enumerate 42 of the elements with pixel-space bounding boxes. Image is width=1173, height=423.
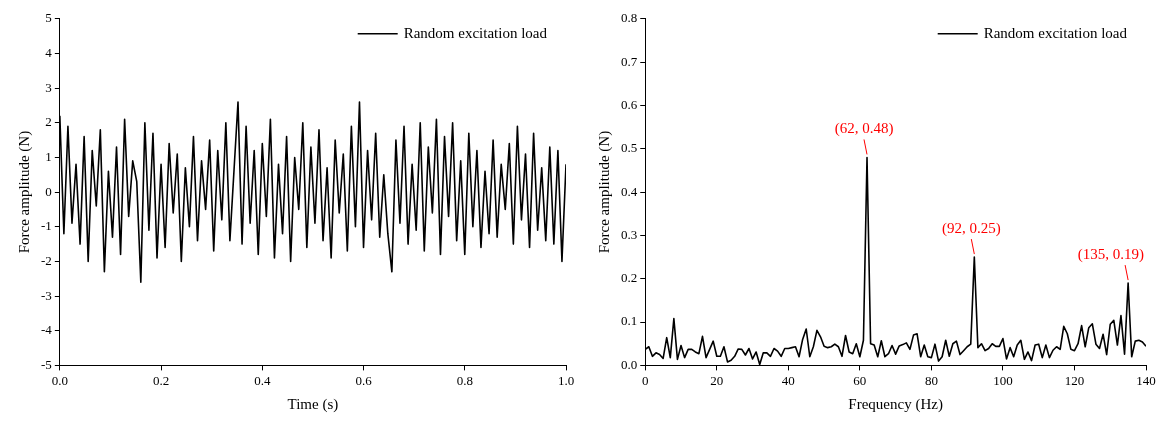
x-tick-label: 0 bbox=[642, 372, 649, 388]
annotation: (135, 0.19) bbox=[1077, 246, 1144, 264]
y-tick-label: 0.1 bbox=[621, 313, 638, 329]
x-tick-label: 100 bbox=[993, 372, 1013, 388]
x-tick-label: 60 bbox=[853, 372, 867, 388]
legend-label: Random excitation load bbox=[403, 24, 548, 41]
y-axis-title: Force amplitude (N) bbox=[595, 130, 613, 254]
x-tick-label: 140 bbox=[1136, 372, 1156, 388]
y-tick-label: 4 bbox=[45, 44, 53, 60]
y-tick-label: 5 bbox=[45, 10, 52, 26]
y-axis-title: Force amplitude (N) bbox=[15, 130, 33, 254]
y-tick-label: 1 bbox=[45, 148, 52, 164]
x-axis-title: Time (s) bbox=[287, 395, 339, 413]
legend-label: Random excitation load bbox=[983, 24, 1128, 41]
y-tick-label: 0.8 bbox=[621, 10, 638, 26]
annotation: (92, 0.25) bbox=[941, 220, 1001, 238]
x-tick-label: 0.2 bbox=[152, 372, 170, 388]
x-tick-label: 0.6 bbox=[355, 372, 373, 388]
y-tick-label: -4 bbox=[40, 322, 53, 338]
y-tick-label: 3 bbox=[45, 79, 52, 95]
y-tick-label: 0.6 bbox=[621, 96, 638, 112]
y-tick-label: 0.3 bbox=[621, 226, 638, 242]
x-tick-label: 80 bbox=[924, 372, 938, 388]
x-axis-title: Frequency (Hz) bbox=[848, 395, 943, 413]
y-tick-label: -3 bbox=[40, 287, 52, 303]
y-tick-label: 0.7 bbox=[621, 53, 638, 69]
x-tick-label: 0.8 bbox=[456, 372, 473, 388]
y-tick-label: -1 bbox=[40, 218, 52, 234]
x-tick-label: 0.4 bbox=[254, 372, 271, 388]
x-tick-label: 1.0 bbox=[557, 372, 575, 388]
y-tick-label: 0.0 bbox=[621, 356, 638, 372]
y-tick-label: -2 bbox=[40, 252, 52, 268]
y-tick-label: -5 bbox=[40, 356, 52, 372]
annotation: (62, 0.48) bbox=[834, 120, 894, 138]
y-tick-label: 2 bbox=[45, 114, 52, 130]
x-tick-label: 120 bbox=[1064, 372, 1085, 388]
y-tick-label: 0.5 bbox=[621, 140, 638, 156]
y-tick-label: 0.4 bbox=[621, 183, 638, 199]
y-tick-label: 0.2 bbox=[621, 270, 638, 286]
x-tick-label: 20 bbox=[710, 372, 724, 388]
x-tick-label: 40 bbox=[781, 372, 795, 388]
y-tick-label: 0 bbox=[45, 183, 52, 199]
